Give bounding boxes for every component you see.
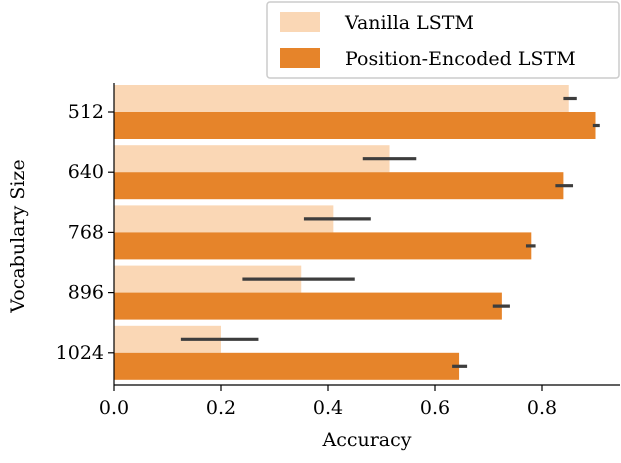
bar-vanilla-lstm-512 <box>114 85 569 112</box>
legend-swatch-position-encoded-lstm <box>280 48 320 68</box>
y-axis-label: Vocabulary Size <box>7 159 29 313</box>
y-tick-label-896: 896 <box>68 282 104 304</box>
y-tick-label-768: 768 <box>68 221 104 243</box>
x-tick-label-0.0: 0.0 <box>99 397 129 419</box>
bar-vanilla-lstm-640 <box>114 145 390 173</box>
legend-label-position-encoded-lstm: Position-Encoded LSTM <box>345 48 576 70</box>
legend-swatch-vanilla-lstm <box>280 12 320 32</box>
y-tick-label-1024: 1024 <box>56 342 104 364</box>
x-tick-label-0.8: 0.8 <box>527 397 557 419</box>
y-tick-label-640: 640 <box>68 161 104 183</box>
x-axis-label: Accuracy <box>321 429 411 451</box>
y-tick-label-512: 512 <box>68 101 104 123</box>
x-tick-label-0.2: 0.2 <box>206 397 236 419</box>
x-tick-label-0.4: 0.4 <box>313 397 343 419</box>
bar-position-encoded-lstm-896 <box>114 292 502 320</box>
legend: Vanilla LSTM Position-Encoded LSTM <box>266 1 620 79</box>
bar-position-encoded-lstm-512 <box>114 112 596 139</box>
bar-position-encoded-lstm-768 <box>114 232 532 260</box>
bar-position-encoded-lstm-1024 <box>114 352 460 380</box>
legend-frame <box>266 1 620 79</box>
bar-position-encoded-lstm-640 <box>114 172 564 200</box>
bar-vanilla-lstm-768 <box>114 205 334 233</box>
legend-label-vanilla-lstm: Vanilla LSTM <box>344 12 474 34</box>
x-tick-label-0.6: 0.6 <box>420 397 450 419</box>
